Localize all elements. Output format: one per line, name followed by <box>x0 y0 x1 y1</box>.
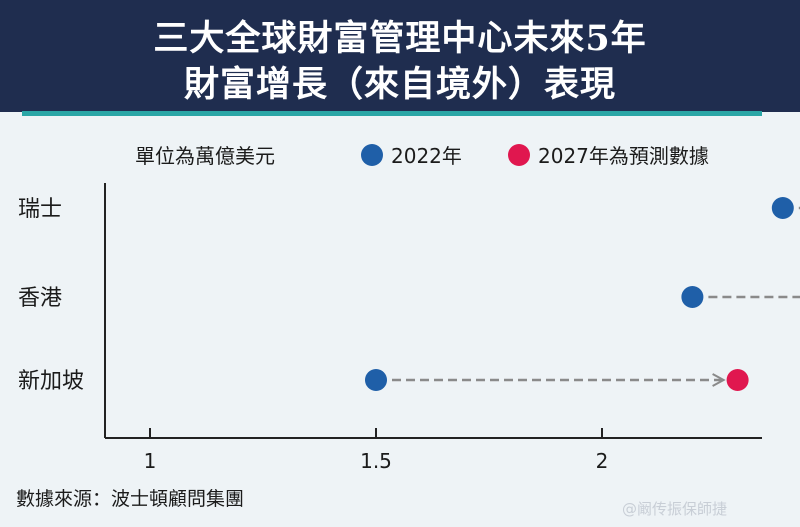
category-label-0: 瑞士 <box>18 197 62 222</box>
point-2022-2 <box>365 369 387 391</box>
x-tick-label-1: 1.5 <box>360 449 392 473</box>
legend-label-2022: 2022年 <box>391 144 462 168</box>
legend-dot-2027 <box>508 144 530 166</box>
point-2022-1 <box>681 286 704 308</box>
category-label-1: 香港 <box>18 286 62 311</box>
category-label-2: 新加坡 <box>18 369 84 394</box>
watermark: @阚传振保師捷 <box>622 500 728 518</box>
source-note: 數據來源：波士頓顧問集團 <box>16 488 245 510</box>
x-tick-label-2: 2 <box>596 449 609 473</box>
legend-dot-2022 <box>361 144 383 166</box>
x-tick-label-0: 1 <box>144 449 157 473</box>
unit-label: 單位為萬億美元 <box>135 144 275 168</box>
title-line-2: 財富增長（來自境外）表現 <box>183 64 616 105</box>
point-2022-0 <box>771 197 794 219</box>
teal-accent-bar <box>22 111 762 116</box>
title-line-1: 三大全球財富管理中心未來5年 <box>153 18 647 59</box>
header-banner: 三大全球財富管理中心未來5年 財富增長（來自境外）表現 <box>0 0 800 112</box>
legend-label-2027: 2027年為預測數據 <box>538 144 709 168</box>
legend: 單位為萬億美元 2022年 2027年為預測數據 <box>0 140 800 170</box>
point-2027-2 <box>726 369 749 391</box>
